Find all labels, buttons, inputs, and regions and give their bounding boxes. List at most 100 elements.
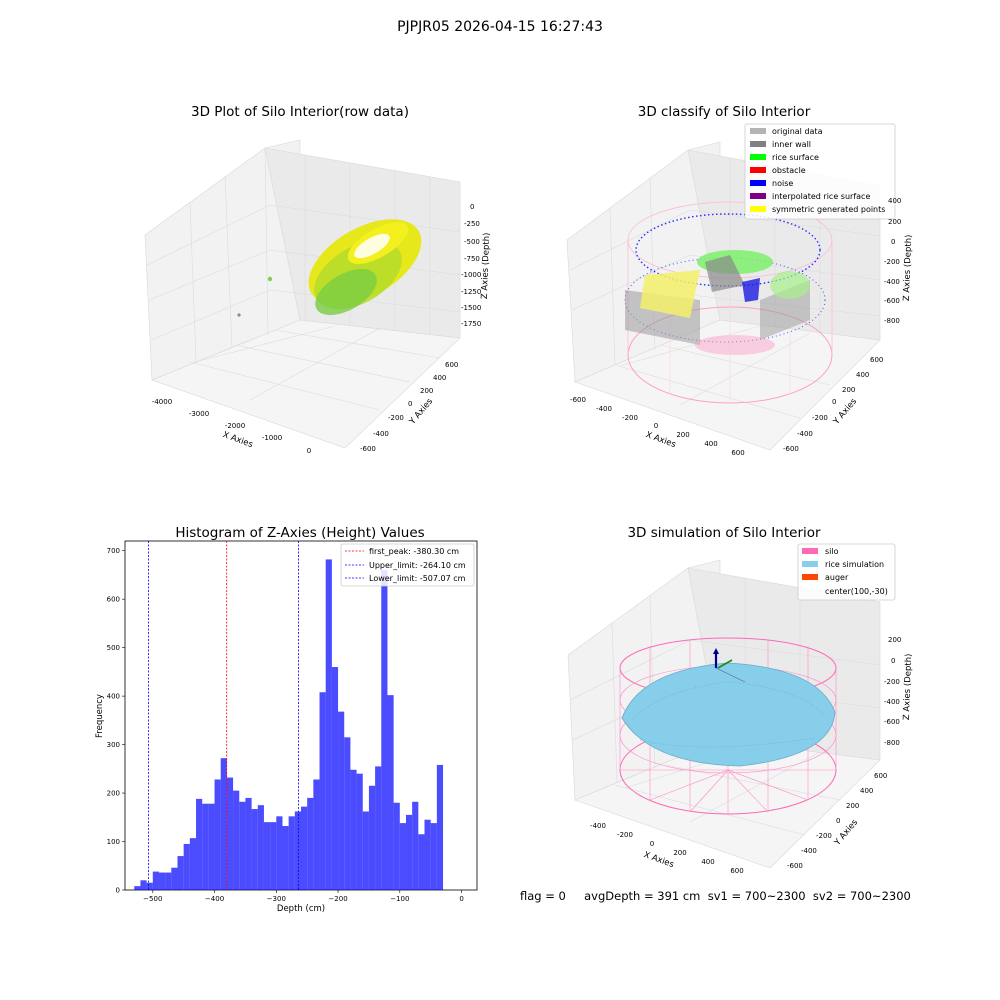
histogram-bar — [239, 801, 246, 890]
histogram-bar — [319, 692, 326, 890]
simulation-y-ticks: 600 400 200 0 -200 -400 -600 — [787, 772, 887, 870]
raw-x-ticks: -4000 -3000 -2000 -1000 0 — [152, 398, 311, 455]
histogram-legend: first_peak: -380.30 cm Upper_limit: -264… — [340, 543, 475, 587]
simulation-z-tick: -600 — [884, 718, 900, 726]
simulation-z-tick: -400 — [884, 698, 900, 706]
raw-x-tick: -2000 — [225, 422, 245, 430]
histogram-bar — [140, 880, 147, 890]
histogram-bar — [331, 667, 339, 890]
simulation-x-tick: -400 — [590, 822, 606, 830]
legend-item: rice surface — [750, 153, 819, 162]
legend-item: rice simulation — [802, 560, 884, 569]
simulation-x-tick: 200 — [673, 849, 686, 857]
classify-z-tick: 400 — [888, 197, 901, 205]
histogram-bar — [313, 779, 320, 890]
legend-label: Lower_limit: -507.07 cm — [369, 574, 466, 583]
simulation-legend: silo rice simulation auger center(100,-3… — [797, 543, 896, 601]
histogram-bar — [270, 822, 277, 890]
panel-simulation-title: 3D simulation of Silo Interior — [627, 525, 821, 541]
legend-label: obstacle — [772, 166, 806, 175]
histogram-y-tick-label: 600 — [107, 596, 120, 604]
simulation-y-tick: 400 — [860, 787, 873, 795]
histogram-bar — [362, 811, 369, 890]
histogram-y-tick-label: 500 — [107, 644, 120, 652]
raw-z-tick: -1750 — [461, 320, 481, 328]
simulation-x-tick: 400 — [701, 858, 714, 866]
raw-z-tick: -250 — [464, 220, 480, 228]
histogram-y-tick-label: 200 — [107, 790, 120, 798]
histogram-bar — [381, 570, 388, 890]
legend-swatch — [750, 180, 766, 186]
legend-label: first_peak: -380.30 cm — [369, 547, 459, 556]
panel-raw-3d: 3D Plot of Silo Interior(row data) — [144, 104, 492, 455]
legend-swatch — [802, 574, 818, 580]
classify-z-tick: 200 — [888, 218, 901, 226]
histogram-bar — [301, 806, 308, 890]
raw-z-ticks: 0 -250 -500 -750 -1000 -1250 -1500 -1750 — [461, 203, 481, 328]
legend-swatch — [750, 167, 766, 173]
status-summary: flag = 0 avgDepth = 391 cm sv1 = 700~230… — [520, 889, 911, 903]
histogram-bar — [177, 856, 184, 890]
histogram-bar — [424, 819, 431, 890]
classify-x-tick: -200 — [622, 414, 638, 422]
histogram-x-tick-label: −400 — [205, 895, 224, 903]
histogram-bar — [183, 843, 190, 890]
raw-x-tick: -1000 — [262, 434, 282, 442]
raw-z-tick: -1500 — [461, 304, 481, 312]
histogram-y-label: Frequency — [95, 694, 105, 738]
histogram-bar — [263, 822, 271, 890]
histogram-y-tick-label: 100 — [107, 838, 120, 846]
raw-x-label: X Axies — [221, 430, 254, 450]
classify-y-tick: -200 — [812, 414, 828, 422]
histogram-bar — [307, 797, 314, 890]
histogram-x-tick-label: −200 — [328, 895, 347, 903]
histogram-bar — [146, 882, 153, 890]
histogram-bar — [288, 816, 295, 890]
legend-label: Upper_limit: -264.10 cm — [369, 561, 466, 570]
histogram-x-tick-label: −300 — [267, 895, 286, 903]
histogram-bar — [399, 823, 406, 890]
simulation-y-tick: -600 — [787, 862, 803, 870]
legend-item: Upper_limit: -264.10 cm — [345, 561, 466, 570]
simulation-z-ticks: 200 0 -200 -400 -600 -800 — [884, 636, 901, 747]
histogram-bar — [202, 803, 209, 890]
legend-label: inner wall — [772, 140, 811, 149]
legend-item: center(100,-30) — [825, 587, 888, 596]
legend-swatch — [750, 206, 766, 212]
histogram-bar — [418, 834, 425, 890]
classify-y-tick: 200 — [842, 386, 855, 394]
raw-z-tick: 0 — [470, 203, 474, 211]
simulation-y-tick: 0 — [836, 817, 840, 825]
raw-point-cloud — [237, 219, 422, 317]
legend-label: original data — [772, 127, 823, 136]
simulation-z-tick: -800 — [884, 739, 900, 747]
classify-x-ticks: -600 -400 -200 0 200 400 600 — [570, 396, 745, 457]
histogram-bar — [251, 809, 258, 890]
histogram-x-tick-label: −100 — [390, 895, 409, 903]
histogram-bar — [226, 777, 234, 890]
histogram-bar — [257, 805, 264, 890]
histogram-x-tick-label: −500 — [143, 895, 162, 903]
raw-y-tick: 200 — [420, 387, 433, 395]
raw-axes-box — [144, 139, 461, 449]
histogram-bar — [393, 802, 400, 890]
legend-label: auger — [825, 573, 849, 582]
histogram-bar — [430, 823, 437, 890]
histogram-bar — [220, 758, 227, 890]
classify-z-tick: -800 — [884, 317, 900, 325]
histogram-y-ticks: 0 100 200 300 400 500 600 700 — [107, 547, 125, 895]
simulation-x-tick: 0 — [650, 840, 654, 848]
histogram-bar — [325, 559, 332, 890]
raw-z-tick: -500 — [464, 238, 480, 246]
simulation-y-tick: -200 — [816, 832, 832, 840]
classify-z-tick: -600 — [884, 297, 900, 305]
legend-label: noise — [772, 179, 793, 188]
classify-y-tick: -400 — [797, 430, 813, 438]
classify-point-cloud — [624, 201, 833, 404]
raw-y-tick: 400 — [433, 374, 446, 382]
histogram-bar — [165, 872, 172, 890]
legend-swatch — [750, 193, 766, 199]
histogram-x-ticks: −500 −400 −300 −200 −100 0 — [143, 890, 464, 903]
histogram-bar — [294, 811, 301, 890]
